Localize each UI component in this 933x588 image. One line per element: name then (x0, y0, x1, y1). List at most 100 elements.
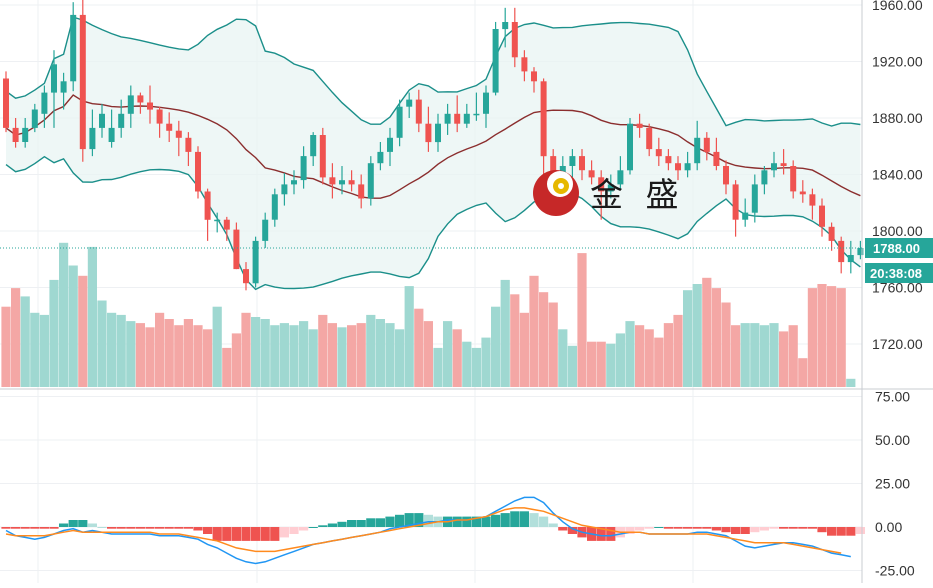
candle[interactable] (319, 127, 326, 185)
candle[interactable] (291, 170, 297, 195)
candle[interactable] (819, 198, 825, 237)
candle[interactable] (771, 151, 777, 178)
candle[interactable] (579, 149, 585, 181)
candle[interactable] (598, 170, 605, 220)
candle[interactable] (214, 212, 221, 233)
candle-body (204, 191, 211, 220)
candle[interactable] (3, 71, 9, 133)
candle[interactable] (425, 106, 432, 152)
candle[interactable] (415, 89, 422, 133)
candle[interactable] (377, 142, 384, 171)
candle[interactable] (684, 151, 691, 178)
candle[interactable] (367, 156, 374, 206)
candle[interactable] (857, 240, 864, 260)
volume-bar (740, 323, 750, 387)
candle[interactable] (511, 7, 518, 68)
candle[interactable] (483, 85, 489, 128)
candle[interactable] (473, 92, 480, 121)
candle[interactable] (790, 160, 797, 199)
candlesticks[interactable] (3, 0, 864, 291)
candle[interactable] (761, 166, 768, 195)
candle[interactable] (588, 160, 595, 185)
candle[interactable] (339, 166, 345, 195)
candle[interactable] (617, 156, 624, 189)
candle[interactable] (271, 188, 278, 227)
candle[interactable] (703, 132, 710, 161)
macd-dif-line (5, 496, 851, 565)
candle[interactable] (809, 188, 816, 220)
candle[interactable] (358, 174, 365, 209)
candle[interactable] (195, 146, 201, 199)
candle[interactable] (166, 112, 173, 143)
candle[interactable] (521, 50, 528, 82)
candle[interactable] (569, 149, 576, 178)
candle[interactable] (243, 262, 249, 291)
candle[interactable] (646, 123, 653, 157)
candle[interactable] (540, 78, 547, 192)
candle[interactable] (70, 2, 77, 92)
candle[interactable] (655, 137, 662, 167)
candle[interactable] (252, 236, 259, 288)
candle[interactable] (828, 222, 835, 251)
candle[interactable] (99, 103, 105, 138)
candle[interactable] (675, 156, 681, 181)
candle[interactable] (713, 137, 720, 171)
candle[interactable] (627, 118, 633, 175)
candle[interactable] (694, 120, 701, 171)
candle[interactable] (665, 149, 672, 171)
candle[interactable] (780, 149, 787, 175)
candle[interactable] (262, 212, 269, 248)
candle[interactable] (31, 103, 38, 133)
candle[interactable] (444, 103, 451, 135)
candle[interactable] (60, 72, 67, 110)
candle[interactable] (387, 127, 393, 167)
macd-histogram-bar (385, 516, 395, 527)
candle[interactable] (838, 236, 845, 274)
candle[interactable] (732, 180, 739, 237)
candle[interactable] (607, 174, 614, 199)
candle[interactable] (185, 132, 192, 167)
candle[interactable] (204, 188, 211, 241)
candle[interactable] (454, 95, 461, 133)
candle[interactable] (127, 85, 134, 128)
candle[interactable] (396, 99, 403, 147)
candle[interactable] (175, 120, 182, 157)
candle[interactable] (348, 170, 355, 192)
candle[interactable] (463, 103, 470, 128)
candle[interactable] (406, 92, 413, 118)
candle[interactable] (502, 7, 509, 48)
candle[interactable] (636, 113, 643, 138)
candle[interactable] (723, 160, 729, 195)
candle[interactable] (281, 173, 288, 206)
candle[interactable] (22, 118, 29, 148)
candle[interactable] (300, 146, 307, 189)
candle[interactable] (799, 180, 806, 203)
candle[interactable] (137, 92, 144, 114)
candle[interactable] (147, 85, 153, 124)
candle[interactable] (108, 109, 115, 148)
candle[interactable] (223, 216, 230, 241)
candle[interactable] (435, 113, 441, 152)
candle[interactable] (89, 109, 96, 157)
candle[interactable] (531, 67, 537, 93)
candle[interactable] (742, 198, 749, 227)
candle[interactable] (492, 21, 499, 96)
candle[interactable] (233, 222, 240, 270)
candle[interactable] (329, 163, 336, 199)
candle[interactable] (41, 85, 48, 128)
candle-body (492, 29, 499, 93)
candle[interactable] (310, 132, 317, 167)
macd-histogram-bar (203, 527, 213, 534)
candle[interactable] (847, 240, 854, 274)
candle[interactable] (79, 0, 86, 162)
candle[interactable] (12, 118, 19, 148)
volume-bar (644, 329, 654, 387)
candle[interactable] (51, 50, 57, 128)
candle[interactable] (156, 106, 163, 138)
candle[interactable] (118, 99, 125, 138)
candle-body (377, 151, 384, 164)
candle[interactable] (751, 174, 758, 223)
